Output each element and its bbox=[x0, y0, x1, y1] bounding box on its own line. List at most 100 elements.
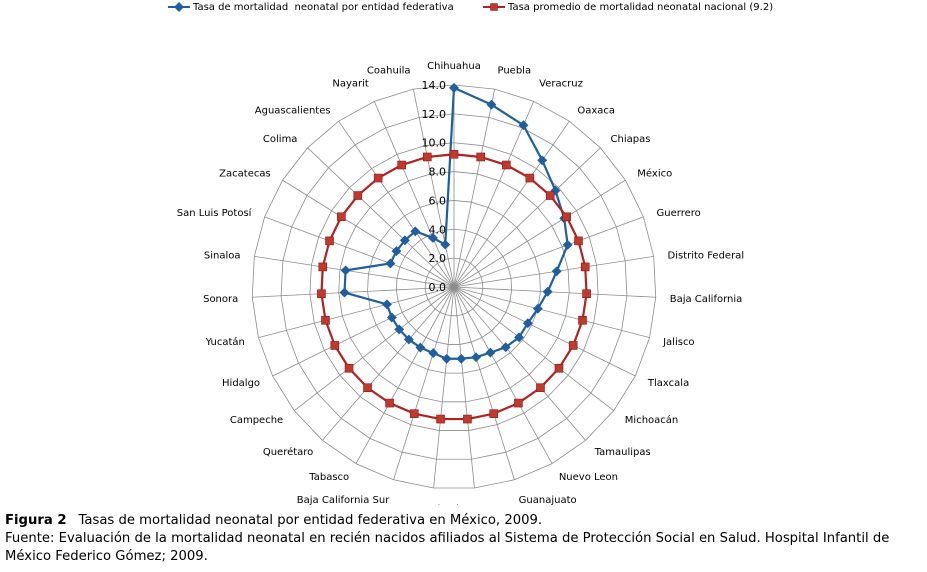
data-point bbox=[344, 363, 354, 373]
grid-ring bbox=[395, 228, 513, 345]
grid-spoke bbox=[338, 120, 455, 288]
grid-spoke bbox=[252, 286, 455, 298]
data-point bbox=[537, 155, 548, 166]
category-label: Quintana Roo bbox=[442, 504, 510, 505]
data-point bbox=[397, 160, 406, 170]
grid-spoke bbox=[453, 89, 496, 288]
data-point bbox=[321, 315, 330, 325]
grid-spoke bbox=[294, 286, 455, 411]
grid-ring bbox=[251, 84, 657, 489]
grid-spoke bbox=[453, 286, 586, 441]
grid-ring bbox=[338, 171, 570, 403]
data-point bbox=[574, 236, 583, 246]
category-label: Nuevo Leon bbox=[559, 472, 618, 483]
data-point bbox=[415, 342, 426, 353]
data-point bbox=[554, 363, 564, 373]
data-point bbox=[353, 191, 363, 200]
data-point bbox=[391, 246, 402, 257]
grid-spoke bbox=[453, 216, 644, 288]
grid-spoke bbox=[264, 216, 455, 288]
data-point bbox=[568, 341, 578, 350]
data-point bbox=[500, 342, 511, 353]
grid-ring bbox=[309, 142, 599, 431]
category-label: Veracruz bbox=[539, 79, 583, 90]
grid-spoke bbox=[453, 286, 553, 464]
category-label: Sinaloa bbox=[204, 250, 241, 261]
category-label: Jalisco bbox=[662, 337, 694, 348]
category-label: Nayarit bbox=[332, 79, 369, 90]
data-point bbox=[463, 414, 472, 424]
data-point bbox=[514, 398, 523, 408]
grid-spoke bbox=[453, 101, 535, 288]
data-point bbox=[339, 287, 350, 298]
data-point bbox=[386, 312, 397, 323]
grid-spoke bbox=[453, 120, 570, 288]
grid-spoke bbox=[412, 89, 455, 288]
legend-label-state-rate: Tasa de mortalidad neonatal por entidad … bbox=[192, 2, 454, 13]
category-label: Zacatecas bbox=[219, 169, 271, 180]
grid-spoke bbox=[453, 147, 601, 288]
figure-title: Tasas de mortalidad neonatal por entidad… bbox=[78, 513, 543, 528]
data-point bbox=[542, 286, 553, 297]
category-label: Morelos bbox=[413, 504, 452, 505]
grid-spoke bbox=[355, 286, 455, 464]
category-label: Sonora bbox=[203, 294, 238, 305]
series-national-average bbox=[317, 149, 591, 424]
data-point bbox=[441, 353, 452, 364]
grid-spoke bbox=[453, 286, 475, 489]
category-label: Yucatán bbox=[205, 336, 245, 348]
data-point bbox=[502, 160, 511, 170]
data-point bbox=[489, 409, 499, 418]
data-point bbox=[337, 212, 346, 222]
tick-label: 14.0 bbox=[422, 79, 447, 92]
data-point bbox=[317, 289, 326, 299]
tick-label: 10.0 bbox=[422, 137, 447, 150]
category-label: Aguascalientes bbox=[255, 106, 331, 117]
caption-title-line: Figura 2 Tasas de mortalidad neonatal por… bbox=[5, 512, 925, 530]
tick-label: 6.0 bbox=[429, 194, 447, 207]
legend-item-state-rate: Tasa de mortalidad neonatal por entidad … bbox=[168, 2, 454, 13]
grid-ring bbox=[424, 257, 484, 317]
data-point bbox=[440, 239, 451, 250]
data-point bbox=[409, 409, 419, 418]
data-point bbox=[382, 299, 392, 310]
category-label: Hidalgo bbox=[222, 378, 260, 389]
data-point bbox=[318, 262, 328, 272]
data-point bbox=[436, 414, 445, 424]
category-label: México bbox=[637, 168, 672, 180]
legend-item-national-average: Tasa promedio de mortalidad neonatal nac… bbox=[483, 2, 773, 13]
data-point bbox=[422, 152, 432, 162]
category-label: Colima bbox=[263, 134, 298, 145]
category-label: Campeche bbox=[230, 415, 283, 426]
grid-spoke bbox=[373, 101, 455, 288]
grid-ring bbox=[280, 113, 628, 460]
grid-spoke bbox=[258, 286, 455, 339]
data-point bbox=[449, 82, 459, 93]
grid-spoke bbox=[453, 286, 614, 411]
grid-spoke bbox=[453, 286, 515, 480]
data-point bbox=[536, 383, 545, 393]
category-label: Coahuila bbox=[367, 65, 411, 76]
figure-caption: Figura 2 Tasas de mortalidad neonatal por… bbox=[5, 512, 925, 566]
category-label: Chiapas bbox=[611, 134, 651, 145]
data-point bbox=[428, 348, 439, 359]
grid-spoke bbox=[272, 286, 455, 377]
category-label: Querétaro bbox=[263, 446, 313, 458]
data-point bbox=[363, 383, 372, 393]
category-label: Puebla bbox=[497, 65, 531, 76]
data-point bbox=[532, 303, 543, 314]
data-point bbox=[385, 258, 396, 269]
category-label: Guanajuato bbox=[519, 495, 577, 505]
category-label: Distrito Federal bbox=[668, 250, 745, 261]
category-label: Guerrero bbox=[657, 208, 701, 219]
series-state-rate bbox=[339, 82, 573, 364]
grid-ring bbox=[367, 200, 541, 374]
data-point bbox=[522, 318, 533, 329]
category-label: Tamaulipas bbox=[594, 447, 651, 458]
tick-label: 12.0 bbox=[422, 108, 447, 121]
grid-spoke bbox=[393, 286, 455, 480]
data-point bbox=[325, 236, 334, 246]
category-label: Oaxaca bbox=[577, 106, 615, 117]
data-point bbox=[525, 173, 535, 183]
data-point bbox=[385, 398, 394, 408]
